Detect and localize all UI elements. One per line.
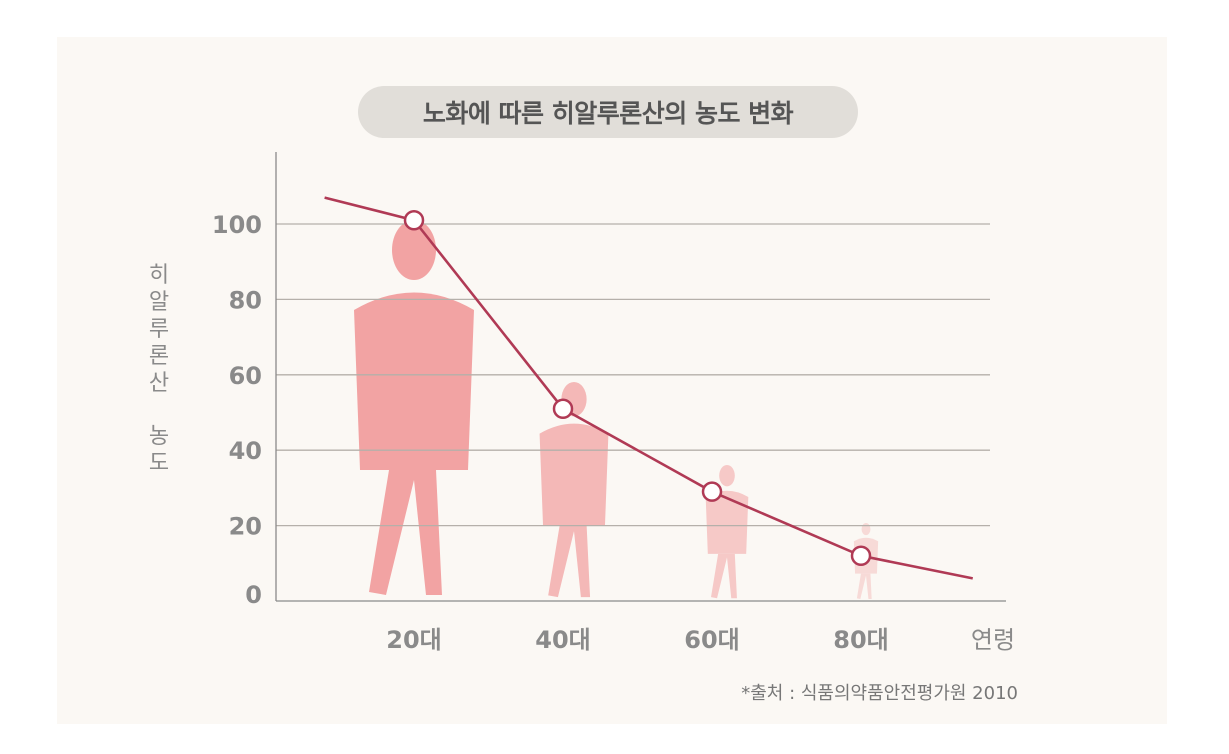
person-figure-1 bbox=[354, 220, 474, 595]
grid-lines bbox=[276, 223, 990, 527]
person-figure-2 bbox=[539, 382, 609, 598]
x-tick-label-60대: 60대 bbox=[684, 626, 739, 654]
figure-body bbox=[354, 292, 474, 470]
data-point-60대 bbox=[701, 481, 723, 502]
x-tick-label-20대: 20대 bbox=[386, 626, 441, 654]
data-point-80대 bbox=[850, 545, 872, 567]
figure-legs bbox=[711, 553, 737, 599]
figure-head bbox=[861, 523, 871, 536]
figure-legs bbox=[856, 573, 872, 599]
tick-labels: 0 20 40 60 80 100 20대 40대 60대 80대 연령 bbox=[212, 211, 1015, 654]
y-tick-label-80: 80 bbox=[229, 286, 262, 314]
x-tick-label-80대: 80대 bbox=[833, 626, 888, 654]
series-line bbox=[324, 196, 974, 580]
silhouette-figures bbox=[354, 220, 879, 599]
figure-legs bbox=[548, 525, 591, 598]
figure-head bbox=[719, 465, 735, 487]
chart-title: 노화에 따른 히알루론산의 농도 변화 bbox=[358, 86, 858, 138]
y-tick-label-40: 40 bbox=[229, 437, 262, 465]
data-point-20대 bbox=[403, 209, 425, 231]
y-axis-label: 히알루론산 농도 bbox=[142, 262, 176, 477]
chart-panel bbox=[57, 37, 1167, 724]
series-polyline bbox=[324, 196, 974, 580]
source-note: *출처 : 식품의약품안전평가원 2010 bbox=[741, 683, 1018, 704]
y-tick-label-20: 20 bbox=[229, 513, 262, 541]
data-points bbox=[403, 209, 872, 567]
axes bbox=[275, 152, 1006, 602]
figure-legs bbox=[369, 470, 442, 595]
data-point-40대 bbox=[552, 398, 574, 419]
x-axis-label: 연령 bbox=[971, 626, 1015, 654]
x-tick-label-40대: 40대 bbox=[535, 626, 590, 654]
y-axis-label-line1: 히알루론산 bbox=[148, 263, 170, 396]
figure-body bbox=[705, 490, 749, 554]
y-axis-label-line2: 농도 bbox=[148, 424, 170, 476]
figure-body bbox=[539, 423, 609, 526]
y-tick-label-100: 100 bbox=[212, 211, 262, 239]
y-tick-label-0: 0 bbox=[245, 581, 262, 609]
y-tick-label-60: 60 bbox=[229, 362, 262, 390]
person-figure-3 bbox=[705, 465, 749, 599]
